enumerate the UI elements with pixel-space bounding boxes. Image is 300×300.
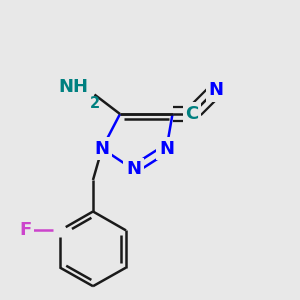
Text: N: N [126, 160, 141, 178]
Text: 2: 2 [90, 96, 100, 111]
Text: C: C [185, 105, 199, 123]
Text: N: N [94, 140, 110, 158]
Text: N: N [159, 140, 174, 158]
Text: F: F [20, 221, 32, 239]
Text: NH: NH [58, 78, 88, 96]
Text: N: N [208, 81, 224, 99]
